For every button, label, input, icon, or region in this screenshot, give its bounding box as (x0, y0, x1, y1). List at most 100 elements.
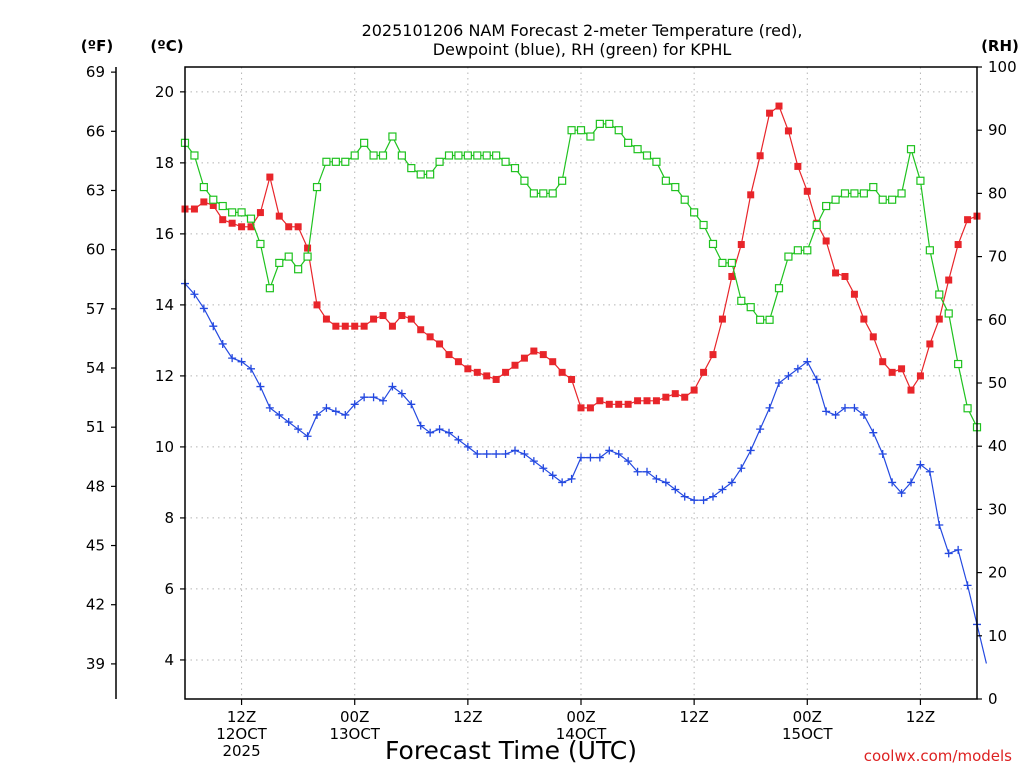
dewpoint-point (822, 407, 831, 416)
dewpoint-point (765, 403, 774, 412)
celsius-tick-label: 18 (155, 154, 174, 172)
dewpoint-point (369, 393, 378, 402)
temperature-point (238, 223, 246, 231)
dewpoint-point (247, 364, 255, 373)
rh-point (237, 208, 246, 217)
celsius-tick-label: 6 (164, 580, 174, 598)
rh-point (699, 220, 708, 230)
dewpoint-point (218, 339, 227, 348)
fahrenheit-tick-label: 42 (86, 596, 105, 614)
rh-point (539, 189, 548, 198)
rh-point (256, 239, 265, 249)
rh-tick-label: 70 (988, 248, 1007, 266)
rh-point (624, 138, 633, 147)
temperature-point (190, 205, 198, 213)
temperature-point (775, 102, 783, 110)
dewpoint-point (558, 478, 567, 487)
temperature-point (464, 365, 472, 373)
temperature-point (530, 347, 538, 355)
temperature-point (539, 351, 547, 359)
rh-point (501, 157, 510, 166)
rh-point (529, 189, 538, 198)
rh-point (199, 182, 208, 192)
temperature-point (822, 237, 830, 245)
dewpoint-point (539, 464, 548, 473)
temperature-point (860, 315, 868, 323)
rh-point (350, 151, 359, 160)
dewpoint-point (859, 410, 868, 419)
celsius-unit-label: (ºC) (150, 37, 183, 55)
dewpoint-point (209, 322, 218, 331)
dewpoint-point (586, 453, 595, 462)
fahrenheit-tick-label: 63 (86, 181, 105, 199)
rh-point (708, 239, 718, 249)
dewpoint-point (492, 450, 501, 459)
temperature-point (313, 301, 321, 309)
fahrenheit-tick-label: 45 (86, 537, 105, 555)
temperature-point (652, 397, 660, 405)
dewpoint-point (331, 407, 340, 416)
celsius-tick-label: 12 (155, 367, 174, 385)
dewpoint-point (595, 453, 604, 462)
dewpoint-point (878, 450, 887, 459)
dewpoint-point (793, 364, 802, 373)
rh-point (265, 284, 274, 293)
temperature-point (407, 315, 415, 323)
temperature-point (483, 372, 491, 380)
temperature-point (473, 368, 481, 376)
dewpoint-point (888, 478, 897, 487)
rh-point (360, 138, 369, 147)
rh-point (869, 182, 878, 192)
dewpoint-point (473, 450, 482, 459)
dewpoint-point (416, 421, 425, 430)
fahrenheit-tick-label: 54 (86, 359, 105, 377)
rh-tick-label: 80 (988, 184, 1007, 202)
temperature-point (737, 241, 745, 249)
temperature-point (700, 368, 708, 376)
dewpoint-point (699, 496, 708, 505)
dewpoint-point (520, 450, 529, 459)
axes-layer: 4 6 8 10 12 14 16 18 20 39 42 45 48 51 54 57 60 63 66 69 0 10… (86, 58, 1017, 760)
rh-point (784, 252, 793, 261)
temperature-point (351, 322, 359, 330)
rh-point (520, 176, 529, 185)
dewpoint-point (313, 410, 321, 419)
rh-point (727, 258, 736, 268)
rh-point (331, 157, 340, 166)
temperature-point (766, 109, 774, 117)
temperature-point (709, 351, 717, 359)
dewpoint-point (709, 492, 717, 501)
dewpoint-point (567, 474, 576, 483)
dewpoint-point (435, 425, 444, 434)
rh-point (510, 164, 520, 173)
celsius-tick-label: 16 (155, 225, 174, 243)
dewpoint-point (850, 403, 859, 412)
dewpoint-point (294, 425, 303, 434)
dewpoint-point (897, 489, 906, 498)
temperature-point (624, 400, 632, 408)
rh-point (690, 208, 699, 217)
dewpoint-point (463, 442, 472, 451)
rh-point (369, 151, 378, 160)
dewpoint-point (265, 403, 274, 412)
temperature-point (266, 173, 274, 181)
time-tick-label: 12Z (453, 708, 482, 726)
celsius-tick-label: 10 (155, 438, 174, 456)
dewpoint-point (256, 382, 265, 391)
temperature-point (954, 241, 962, 249)
rh-point (463, 151, 472, 160)
time-tick-label: 00Z (566, 708, 595, 726)
rh-point (228, 208, 237, 217)
rh-point (303, 252, 312, 261)
celsius-tick-label: 8 (164, 509, 174, 527)
dewpoint-point (935, 521, 944, 530)
dewpoint-point (671, 485, 680, 494)
temperature-point (417, 326, 425, 334)
dewpoint-point (652, 474, 661, 483)
rh-point (416, 170, 425, 179)
rh-point (454, 151, 463, 160)
rh-point (850, 189, 859, 198)
rh-point (718, 258, 727, 268)
rh-point (803, 246, 812, 255)
temperature-point (643, 397, 651, 405)
